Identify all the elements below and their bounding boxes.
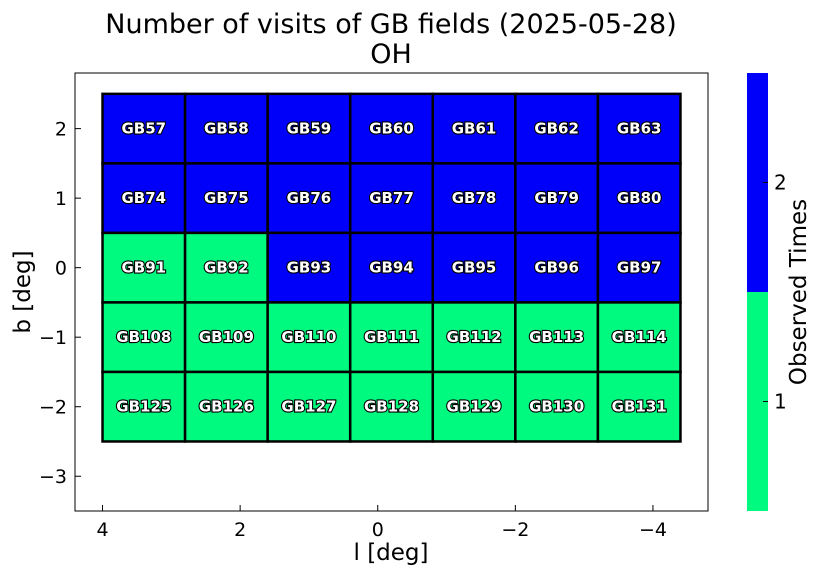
plot-frame [74, 72, 709, 512]
x-axis: 4 2 0 −2 −4 [96, 505, 667, 541]
y-tick-label: −1 [39, 327, 67, 349]
field-cell [431, 231, 517, 304]
field-label: GB76 [287, 189, 332, 207]
field-cell [514, 301, 600, 374]
field-label: GB79 [534, 189, 579, 207]
field-cell [101, 162, 187, 235]
field-cell [183, 231, 269, 304]
x-tick-label: −4 [639, 519, 667, 541]
heatmap-cells: GB57 GB58 GB59 GB60 GB61 GB62 GB63 GB74 GB75 GB76… [101, 92, 682, 443]
field-label: GB97 [617, 259, 662, 277]
field-label: GB127 [281, 398, 336, 416]
field-label: GB75 [204, 189, 249, 207]
field-cell [101, 370, 187, 443]
field-cell [266, 162, 352, 235]
field-label: GB63 [617, 120, 662, 138]
field-label: GB131 [612, 398, 667, 416]
field-label: GB130 [529, 398, 584, 416]
colorbar-tick-label: 1 [774, 390, 787, 414]
y-tick-label: 2 [55, 119, 67, 141]
colorbar-label: Observed Times [786, 199, 812, 385]
field-label: GB92 [204, 259, 249, 277]
y-tick-label: 0 [55, 258, 67, 280]
colorbar-segment [747, 73, 768, 292]
field-label: GB77 [369, 189, 414, 207]
field-label: GB111 [364, 328, 419, 346]
y-tick-label: 1 [55, 188, 67, 210]
field-label: GB109 [199, 328, 254, 346]
field-label: GB59 [287, 120, 332, 138]
field-label: GB128 [364, 398, 419, 416]
field-label: GB94 [369, 259, 414, 277]
x-tick-label: 4 [96, 519, 108, 541]
field-label: GB112 [447, 328, 502, 346]
x-tick-label: 2 [234, 519, 246, 541]
field-cell [514, 92, 600, 165]
field-cell [183, 301, 269, 374]
field-cell [596, 231, 682, 304]
field-cell [266, 370, 352, 443]
field-label: GB78 [452, 189, 497, 207]
field-cell [514, 231, 600, 304]
x-tick-label: −2 [501, 519, 529, 541]
field-cell [431, 162, 517, 235]
colorbar: 12 [747, 73, 787, 511]
chart-title: Number of visits of GB fields (2025-05-2… [105, 9, 676, 40]
field-label: GB62 [534, 120, 579, 138]
field-label: GB113 [529, 328, 584, 346]
field-cell [101, 301, 187, 374]
field-cell [266, 231, 352, 304]
field-label: GB60 [369, 120, 414, 138]
colorbar-segment [747, 292, 768, 511]
field-label: GB110 [281, 328, 336, 346]
x-tick-label: 0 [372, 519, 384, 541]
field-label: GB114 [612, 328, 667, 346]
field-label: GB125 [116, 398, 171, 416]
field-label: GB108 [116, 328, 171, 346]
field-cell [514, 370, 600, 443]
colorbar-tick-label: 2 [774, 171, 787, 195]
field-label: GB61 [452, 120, 497, 138]
y-axis-label: b [deg] [10, 250, 36, 333]
y-axis: 2 1 0 −1 −2 −3 [39, 119, 81, 488]
field-label: GB58 [204, 120, 249, 138]
field-label: GB95 [452, 259, 497, 277]
field-label: GB91 [121, 259, 166, 277]
field-label: GB126 [199, 398, 254, 416]
chart-subtitle: OH [370, 39, 412, 70]
field-label: GB57 [121, 120, 166, 138]
field-label: GB96 [534, 259, 579, 277]
field-label: GB80 [617, 189, 662, 207]
x-axis-label: l [deg] [354, 540, 429, 566]
field-label: GB74 [121, 189, 166, 207]
field-cell [101, 92, 187, 165]
field-label: GB129 [447, 398, 502, 416]
y-tick-label: −3 [39, 466, 67, 488]
field-label: GB93 [287, 259, 332, 277]
y-tick-label: −2 [39, 397, 67, 419]
field-cell [596, 370, 682, 443]
field-cell [596, 162, 682, 235]
